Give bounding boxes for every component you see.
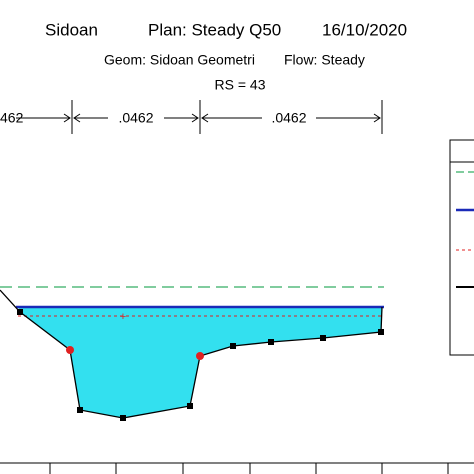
date: 16/10/2020 (322, 20, 407, 39)
bank-station (196, 352, 204, 360)
water-area (18, 307, 382, 418)
mannings-label: .0462 (271, 110, 306, 126)
mannings-label: 462 (0, 110, 24, 126)
plan-name: Plan: Steady Q50 (148, 20, 281, 39)
x-axis (0, 462, 474, 474)
project-name: Sidoan (45, 20, 98, 39)
critical-marker: + (120, 311, 126, 323)
legend (449, 139, 474, 356)
ground-profile (0, 289, 383, 419)
flow-name: Flow: Steady (284, 52, 365, 68)
mannings-label: .0462 (118, 110, 153, 126)
bank-station (66, 346, 74, 354)
ground-points (17, 309, 384, 421)
river-station: RS = 43 (215, 77, 266, 93)
geometry-name: Geom: Sidoan Geometri (104, 52, 255, 68)
mannings-arrows (16, 100, 383, 134)
